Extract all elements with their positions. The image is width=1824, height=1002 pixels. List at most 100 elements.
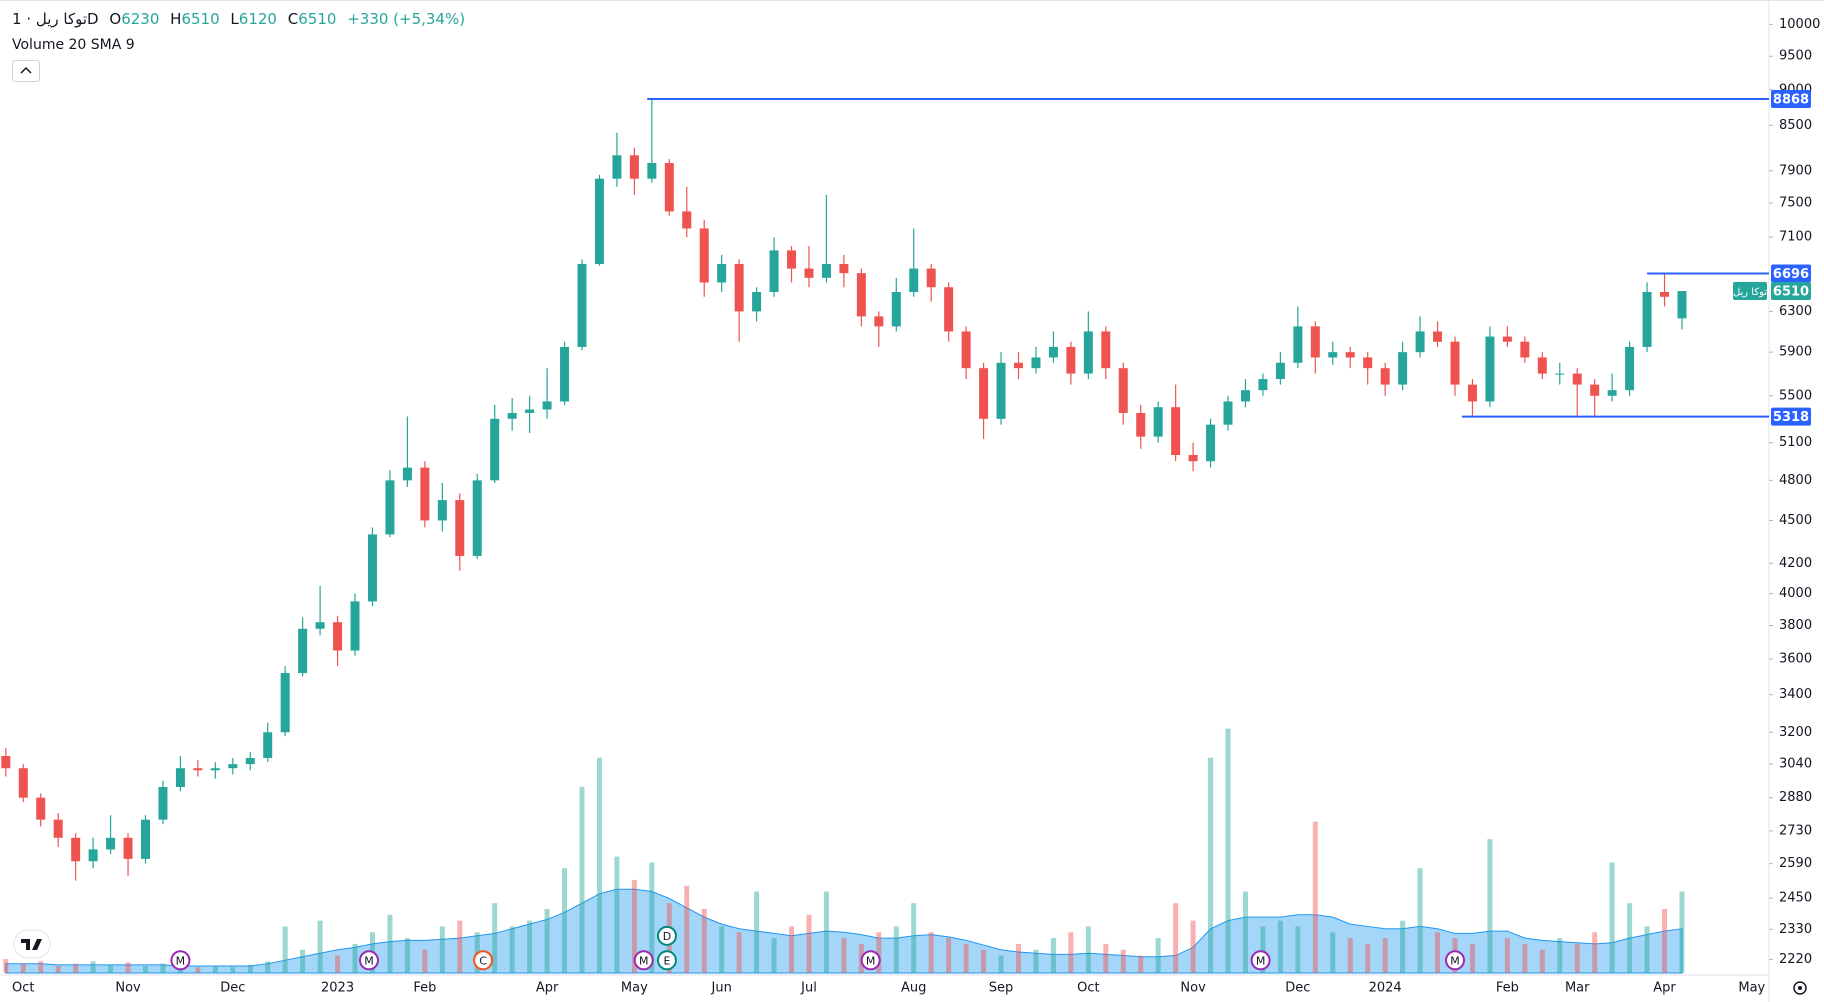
y-tick-label: 2590 bbox=[1779, 856, 1812, 871]
volume-bar bbox=[212, 966, 218, 973]
volume-bar bbox=[3, 959, 9, 973]
x-tick-label: Mar bbox=[1565, 981, 1590, 996]
value: 6510 bbox=[181, 10, 220, 28]
candle-body bbox=[333, 622, 343, 651]
x-tick-label: 2023 bbox=[321, 981, 354, 996]
volume-bar bbox=[736, 932, 742, 973]
event-marker bbox=[633, 950, 654, 971]
volume-bar bbox=[1277, 920, 1283, 973]
settings-icon-dot bbox=[1798, 986, 1802, 990]
y-tick-label: 10000 bbox=[1779, 17, 1820, 32]
volume-bar bbox=[1365, 943, 1371, 973]
volume-bar bbox=[1417, 868, 1423, 973]
candle-body bbox=[1677, 291, 1687, 319]
level-label: 6696 bbox=[1773, 267, 1809, 282]
event-marker-label: E bbox=[663, 954, 670, 967]
volume-bar bbox=[1190, 920, 1196, 973]
x-tick-label: Jul bbox=[800, 981, 817, 996]
event-marker bbox=[656, 925, 677, 946]
event-marker bbox=[1250, 950, 1271, 971]
candle-body bbox=[1, 755, 11, 769]
candle-body bbox=[123, 837, 133, 859]
candle-body bbox=[1083, 331, 1093, 374]
candle-body bbox=[734, 263, 744, 312]
volume-bar bbox=[806, 914, 812, 973]
last-price-box bbox=[1771, 282, 1811, 301]
x-tick-label: Jun bbox=[711, 981, 732, 996]
candle-body bbox=[682, 211, 692, 229]
volume-bar bbox=[1400, 920, 1406, 973]
candle-body bbox=[1590, 384, 1600, 396]
volume-bar bbox=[981, 949, 987, 973]
candle-body bbox=[1153, 407, 1163, 437]
symbol-label-box bbox=[1733, 282, 1767, 301]
candle-body bbox=[1380, 368, 1390, 385]
volume-bar bbox=[1522, 943, 1528, 973]
volume-bar bbox=[649, 862, 655, 973]
candle-body bbox=[1467, 384, 1477, 402]
x-tick-label: Sep bbox=[989, 981, 1014, 996]
x-tick-label: Nov bbox=[1180, 981, 1206, 996]
event-marker-label: M bbox=[364, 954, 374, 967]
volume-bar bbox=[265, 961, 271, 973]
candle-body bbox=[1660, 291, 1670, 297]
candle-body bbox=[402, 467, 412, 481]
y-tick-label: 2220 bbox=[1779, 952, 1812, 967]
candle-body bbox=[1310, 326, 1320, 358]
x-tick-label: Dec bbox=[1285, 981, 1310, 996]
y-tick-label: 4500 bbox=[1779, 513, 1812, 528]
volume-bar bbox=[1382, 938, 1388, 973]
candle-body bbox=[1328, 352, 1338, 358]
event-marker-label: M bbox=[176, 954, 186, 967]
volume-bar bbox=[928, 932, 934, 973]
label: H bbox=[170, 10, 182, 28]
volume-bar bbox=[1242, 891, 1248, 973]
volume-bar bbox=[247, 964, 253, 973]
volume-bar bbox=[143, 966, 148, 973]
volume-bar bbox=[195, 967, 201, 973]
logo-shape bbox=[21, 939, 42, 950]
event-marker bbox=[358, 950, 379, 971]
volume-bar bbox=[492, 903, 498, 973]
level-label-box bbox=[1771, 407, 1811, 426]
volume-bar bbox=[1347, 938, 1353, 973]
candle-body bbox=[420, 467, 430, 521]
title: توکا ریل · 1D bbox=[12, 10, 99, 28]
event-marker bbox=[473, 950, 494, 971]
y-tick-label: 2330 bbox=[1779, 922, 1812, 937]
candle-body bbox=[280, 673, 290, 733]
candle-body bbox=[158, 787, 168, 820]
candle-body bbox=[106, 837, 116, 850]
candle-body bbox=[1031, 357, 1041, 369]
volume-bar bbox=[230, 967, 236, 973]
y-tick-label: 2880 bbox=[1779, 790, 1812, 805]
collapse-button[interactable] bbox=[12, 60, 40, 82]
candle-body bbox=[647, 162, 657, 179]
candle-body bbox=[1572, 373, 1582, 385]
volume-bar bbox=[1312, 821, 1318, 973]
candle-body bbox=[699, 228, 709, 283]
candle-body bbox=[490, 418, 500, 481]
volume-bar bbox=[754, 891, 760, 973]
x-tick-label: Feb bbox=[1496, 981, 1519, 996]
candle-body bbox=[1537, 357, 1547, 374]
volume-bar bbox=[946, 938, 952, 973]
candle-body bbox=[350, 601, 360, 651]
volume-bar bbox=[1435, 932, 1441, 973]
value: 6230 bbox=[121, 10, 160, 28]
volume-bar bbox=[1609, 862, 1615, 973]
label: C bbox=[287, 10, 299, 28]
volume-bar bbox=[404, 938, 410, 973]
candle-body bbox=[1363, 357, 1373, 369]
symbol-label: توکا ریل bbox=[1733, 287, 1767, 298]
candle-body bbox=[804, 268, 814, 278]
volume-bar bbox=[1225, 728, 1231, 973]
level-label-box bbox=[1771, 264, 1811, 283]
volume-bar bbox=[20, 963, 26, 973]
y-tick-label: 5100 bbox=[1779, 435, 1812, 450]
volume-bar bbox=[90, 961, 96, 973]
event-marker-label: M bbox=[639, 954, 649, 967]
candle-body bbox=[577, 263, 587, 347]
candle-body bbox=[1398, 352, 1408, 385]
